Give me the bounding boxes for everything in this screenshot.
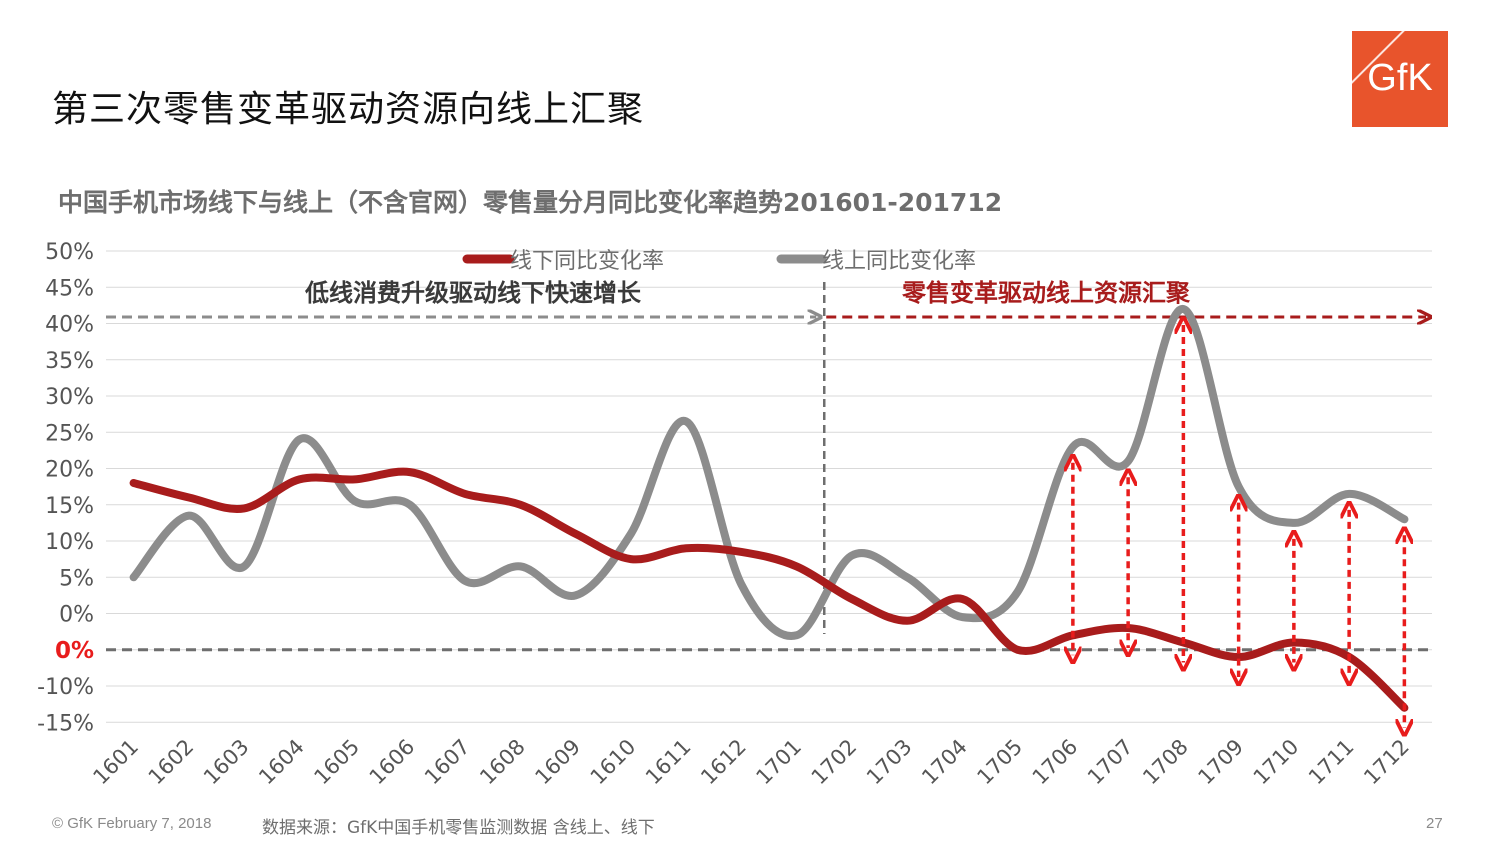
x-tick-label: 1601	[88, 735, 143, 790]
x-tick-label: 1612	[696, 735, 751, 790]
y-tick-label: 35%	[45, 349, 94, 374]
y-tick-label: -10%	[37, 675, 94, 700]
y-tick-label: 5%	[59, 566, 94, 591]
y-tick-label: -15%	[37, 711, 94, 736]
page-number: 27	[1426, 815, 1443, 832]
series-line-online	[129, 305, 1409, 640]
y-tick-label: 45%	[45, 276, 94, 301]
slide-title: 第三次零售变革驱动资源向线上汇聚	[52, 89, 645, 130]
legend-label-offline: 线下同比变化率	[510, 249, 664, 274]
chart-title: 中国手机市场线下与线上（不含官网）零售量分月同比变化率趋势201601-2017…	[58, 188, 1003, 217]
y-tick-label: 30%	[45, 385, 94, 410]
zero-marker-label: 0%	[55, 638, 94, 664]
x-tick-label: 1609	[530, 735, 585, 790]
y-tick-label: 50%	[45, 240, 94, 265]
x-tick-label: 1608	[475, 735, 530, 790]
x-tick-label: 1709	[1193, 735, 1248, 790]
y-axis-ticks: 50% 45% 40% 35% 30% 25% 20% 15% 10% 5% 0% 0% -10% -15…	[37, 240, 94, 736]
x-tick-label: 1607	[420, 735, 475, 790]
gfk-logo: GfK	[1352, 31, 1448, 127]
chart-series	[129, 305, 1409, 712]
chart-legend: 线下同比变化率 线上同比变化率	[462, 249, 976, 274]
gap-arrows	[1073, 325, 1405, 728]
x-tick-label: 1701	[751, 735, 806, 790]
y-tick-label: 0%	[59, 603, 94, 628]
x-tick-label: 1603	[199, 735, 254, 790]
x-tick-label: 1710	[1249, 735, 1304, 790]
x-tick-label: 1702	[807, 735, 862, 790]
x-tick-label: 1602	[144, 735, 199, 790]
grid-lines	[106, 250, 1432, 723]
y-tick-label: 10%	[45, 530, 94, 555]
x-tick-label: 1708	[1138, 735, 1193, 790]
x-tick-label: 1610	[586, 735, 641, 790]
x-tick-label: 1611	[641, 735, 696, 790]
footer-source: 数据来源：GfK中国手机零售监测数据 含线上、线下	[262, 818, 655, 838]
x-tick-label: 1605	[309, 735, 364, 790]
x-tick-label: 1703	[862, 735, 917, 790]
x-tick-label: 1707	[1083, 735, 1138, 790]
y-tick-label: 20%	[45, 458, 94, 483]
annotation-offline-growth: 低线消费升级驱动线下快速增长	[304, 279, 642, 307]
series-line-offline	[129, 467, 1409, 712]
x-tick-label: 1705	[972, 735, 1027, 790]
x-tick-label: 1706	[1028, 735, 1083, 790]
x-tick-label: 1712	[1359, 735, 1414, 790]
footer-copyright: © GfK February 7, 2018	[52, 815, 212, 832]
y-tick-label: 25%	[45, 421, 94, 446]
legend-label-online: 线上同比变化率	[822, 249, 976, 274]
x-tick-label: 1604	[254, 735, 309, 790]
y-tick-label: 40%	[45, 313, 94, 338]
y-tick-label: 15%	[45, 494, 94, 519]
annotation-online-convergence: 零售变革驱动线上资源汇聚	[901, 279, 1191, 307]
x-axis-ticks: 1601 1602 1603 1604 1605 1606 1607 1608 1609 1610…	[88, 735, 1414, 790]
logo-text: GfK	[1367, 57, 1433, 99]
x-tick-label: 1606	[365, 735, 420, 790]
x-tick-label: 1711	[1304, 735, 1359, 790]
x-tick-label: 1704	[917, 735, 972, 790]
